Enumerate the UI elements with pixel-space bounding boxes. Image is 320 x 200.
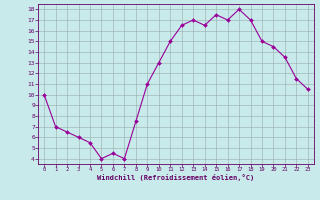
X-axis label: Windchill (Refroidissement éolien,°C): Windchill (Refroidissement éolien,°C) xyxy=(97,174,255,181)
